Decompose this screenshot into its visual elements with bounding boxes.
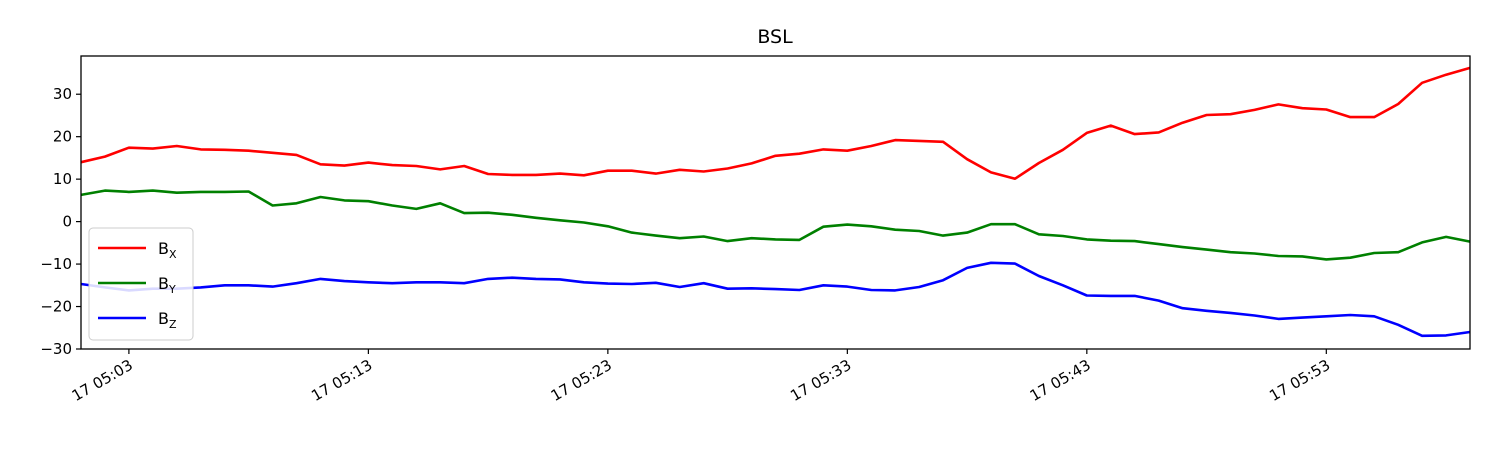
legend: BX BY BZ [88,227,194,341]
series-line-by [80,189,1471,261]
y-tick-label: 10 [53,170,72,188]
x-tick-label: 17 05:13 [308,356,375,405]
legend-label: BZ [158,309,177,331]
y-tick-label: −20 [40,298,72,316]
x-axis: 17 05:03 17 05:13 17 05:23 17 05:33 17 05:43… [69,349,1333,405]
x-tick-label: 17 05:03 [69,356,136,405]
x-tick-label: 17 05:53 [1266,356,1333,405]
series-layer [80,66,1471,338]
series-line-bz [80,261,1471,338]
legend-label: BY [158,274,176,296]
x-tick-label: 17 05:33 [787,356,854,405]
chart-title: BSL [757,26,793,48]
x-tick-label: 17 05:23 [548,356,615,405]
y-tick-label: −10 [40,255,72,273]
y-tick-label: −30 [40,340,72,358]
y-tick-label: 30 [53,85,72,103]
series-line-bx [80,66,1471,180]
y-axis: −30 −20 −10 0 10 20 30 [40,85,81,358]
y-tick-label: 0 [62,213,72,231]
legend-label: BX [158,239,177,261]
y-tick-label: 20 [53,128,72,146]
x-tick-label: 17 05:43 [1027,356,1094,405]
plot-frame [80,55,1471,350]
